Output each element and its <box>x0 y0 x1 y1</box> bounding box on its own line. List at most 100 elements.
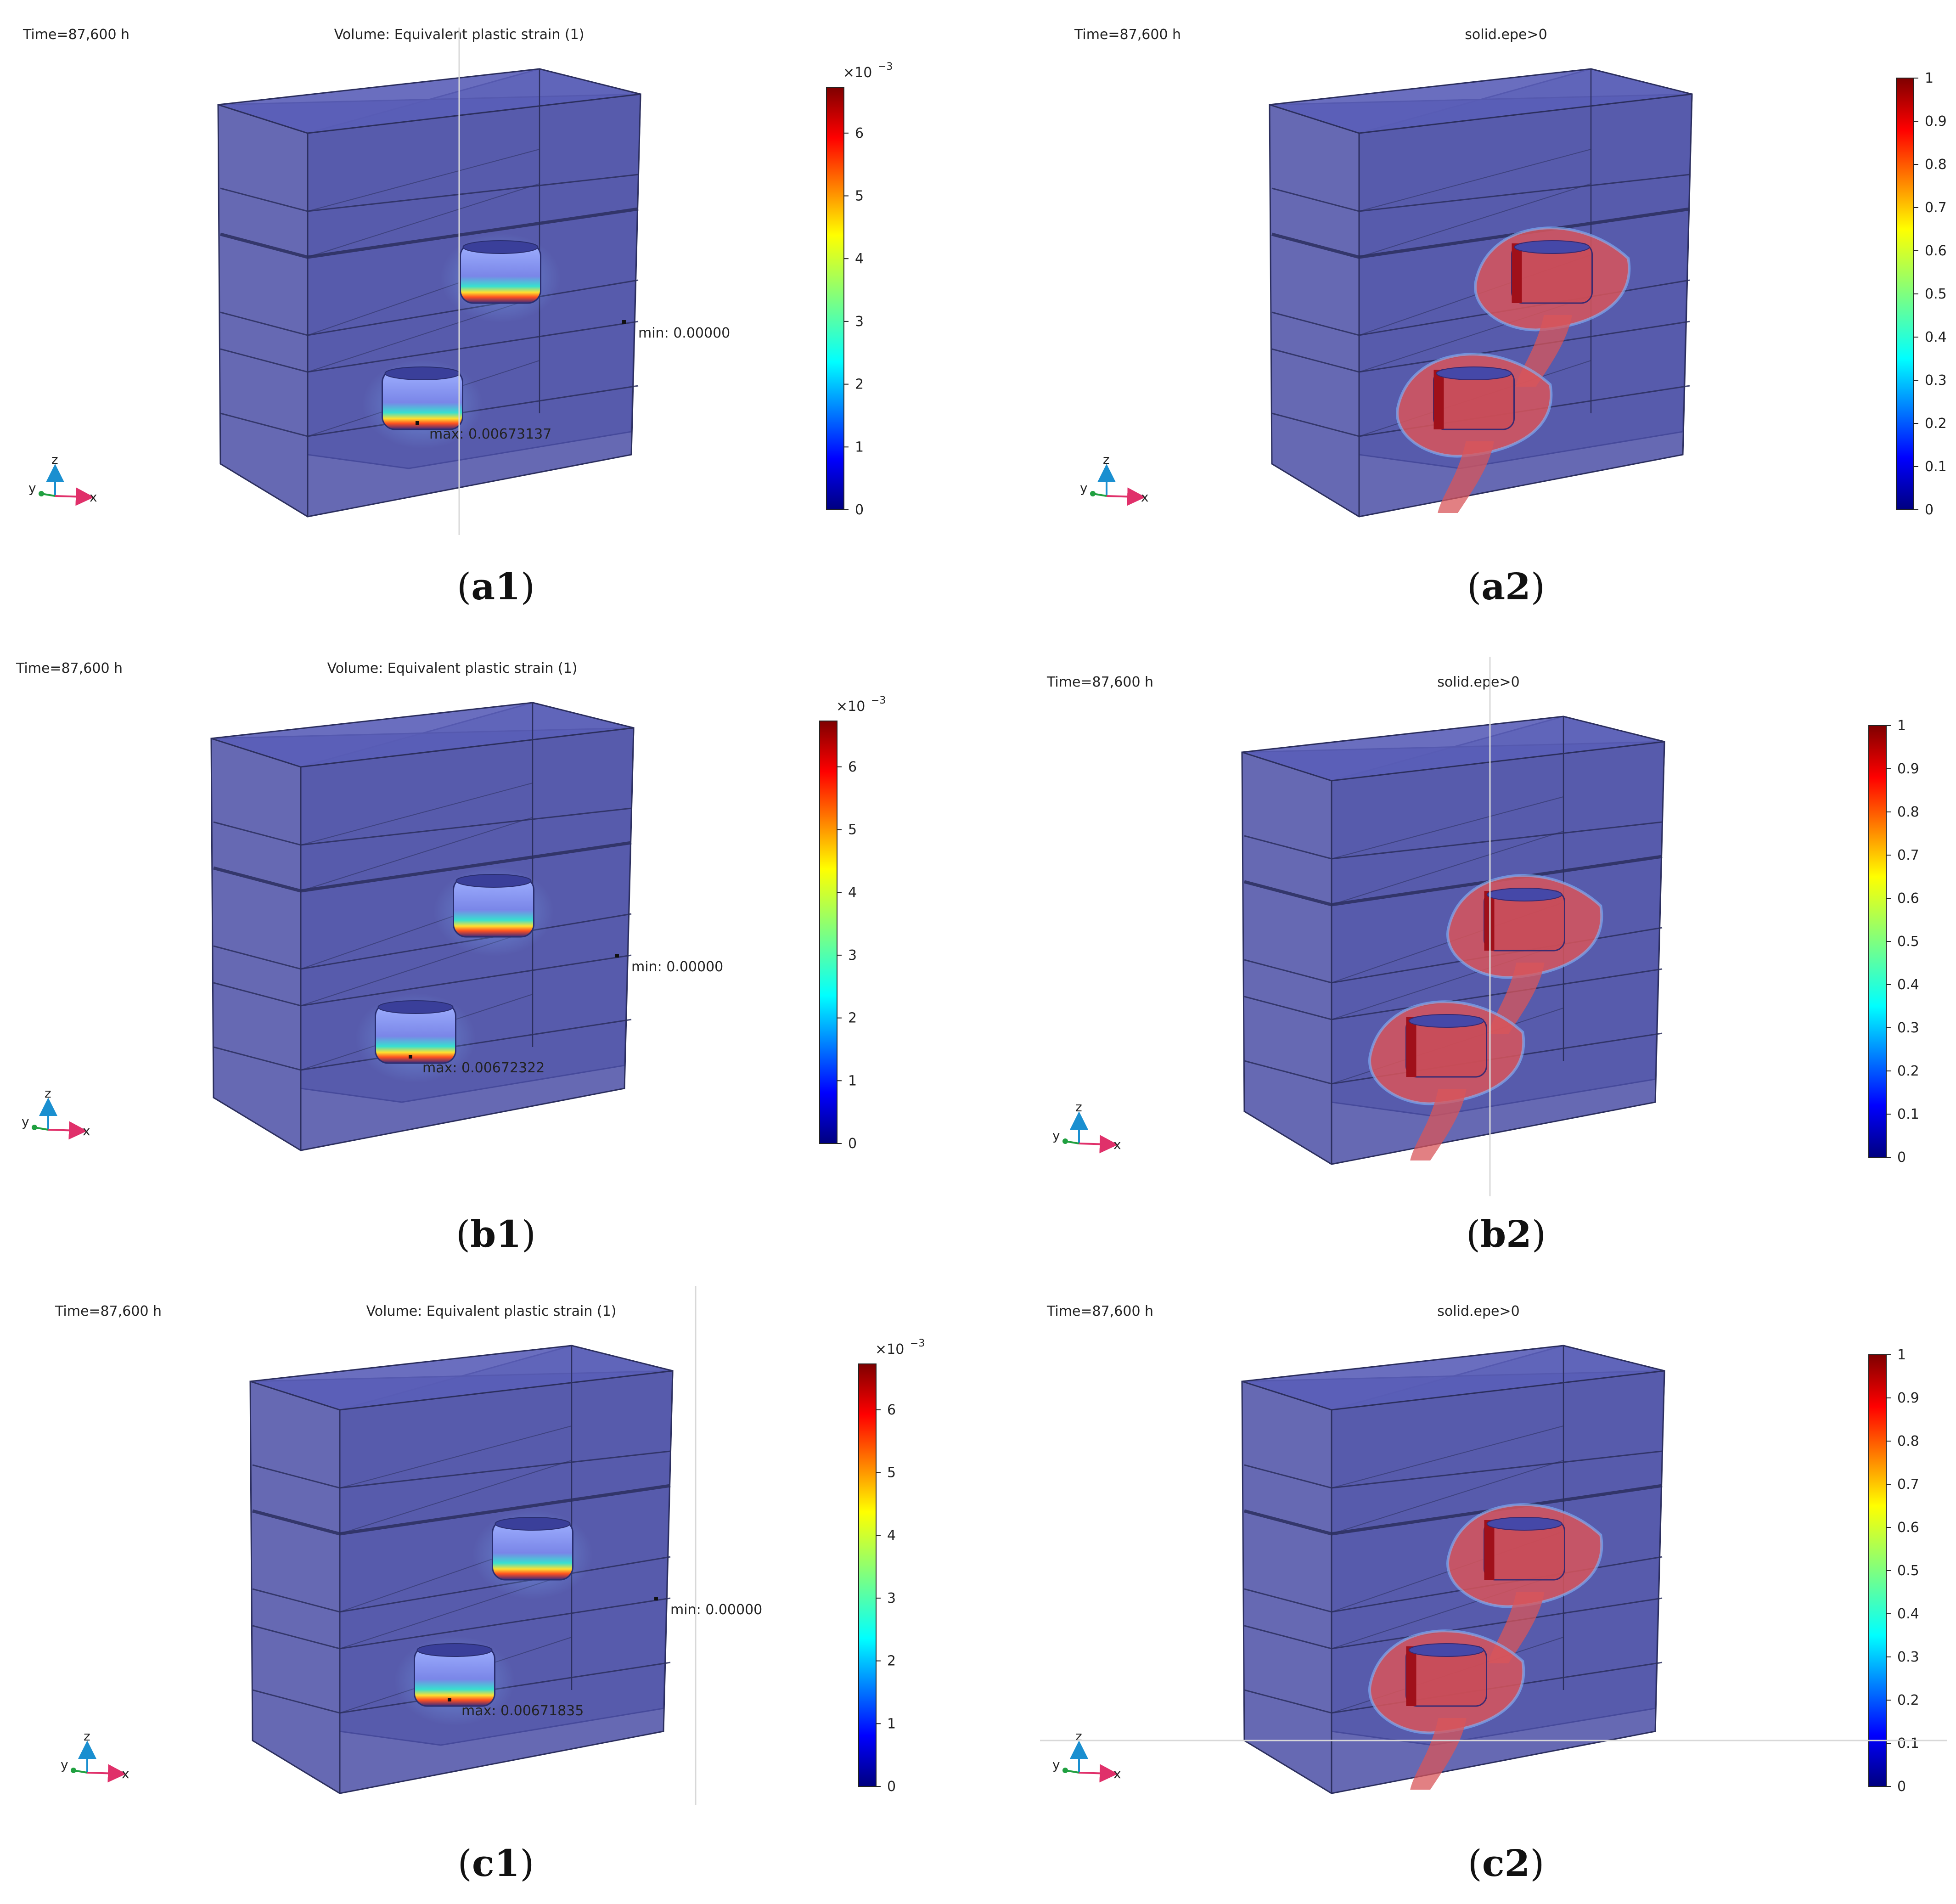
colorbar-tick-label: 0.6 <box>1897 890 1919 907</box>
time-label: Time=87,600 h <box>1046 674 1153 690</box>
time-label: Time=87,600 h <box>22 27 129 43</box>
axis-y-dot <box>1062 1768 1068 1773</box>
layer-line-back <box>1359 149 1591 212</box>
ring-top <box>1514 240 1590 254</box>
colorbar-tick-label: 0 <box>1897 1779 1906 1795</box>
colorbar-tick-label: 0.5 <box>1897 1563 1919 1579</box>
axis-triad: zy x <box>1052 1729 1121 1783</box>
colorbar-tick-label: 0.2 <box>1925 416 1947 432</box>
colorbar: 0 0.1 0.2 0.3 0.4 0.5 0.6 0.7 0.8 0.9 1 <box>1896 70 1947 518</box>
colorbar-tick-label: 0.9 <box>1897 1390 1919 1406</box>
axis-y-label: y <box>22 1114 29 1129</box>
panel-caption: (a2) <box>1467 565 1545 608</box>
layer-line-back <box>1331 831 1564 905</box>
axis-y-label: y <box>28 480 36 496</box>
colorbar-tick-label: 6 <box>848 759 857 775</box>
axis-x-label: x <box>1113 1766 1121 1781</box>
colorbar-tick-label: 0.4 <box>1897 1606 1919 1622</box>
colorbar-gradient <box>858 1363 877 1787</box>
axis-x-arrow <box>48 1121 87 1140</box>
colorbar-tick-label: 2 <box>855 377 864 393</box>
layer-line-back <box>1359 183 1591 258</box>
colorbar-tick-label: 0.5 <box>1897 934 1919 950</box>
colorbar-multiplier: ×10 <box>843 65 872 81</box>
ring-wall <box>1406 1017 1416 1077</box>
caption-letter: c2 <box>1482 1842 1530 1885</box>
colorbar-tick-label: 0.2 <box>1897 1063 1919 1079</box>
defect-upper <box>433 867 554 957</box>
ring-top <box>1436 366 1512 380</box>
colorbar-tick-label: 0.5 <box>1925 286 1947 302</box>
colorbar: 0 1 2 3 4 5 6 ×10 −3 <box>819 695 886 1152</box>
block-top-face <box>1242 1345 1665 1411</box>
max-label: max: 0.00672322 <box>422 1060 545 1076</box>
caption-paren: ) <box>1530 1842 1544 1885</box>
axis-z-label: z <box>1075 1099 1082 1115</box>
plastic-zone-tail <box>1438 441 1494 513</box>
defect-lower <box>1396 353 1553 513</box>
block-top-face <box>1242 715 1665 782</box>
colorbar-tick-label: 5 <box>887 1465 896 1481</box>
axis-y-dot <box>1090 491 1096 496</box>
ring-top <box>495 1517 571 1531</box>
layer-line-back <box>300 783 533 845</box>
axis-z-label: z <box>1103 452 1110 467</box>
colorbar-tick-label: 0 <box>1897 1149 1906 1166</box>
axis-z-label: z <box>1075 1729 1082 1744</box>
panel-c2: Time=87,600 h solid.epe>0 zy x 0 0.1 0.2 0.3 0.4… <box>1046 1303 1919 1795</box>
min-label: min: 0.00000 <box>631 959 723 975</box>
plot-title: solid.epe>0 <box>1437 1303 1519 1319</box>
colorbar-tick-label: 4 <box>855 251 864 267</box>
caption-paren: ) <box>1532 1213 1546 1256</box>
panel-caption: (b1) <box>456 1212 536 1256</box>
min-label: min: 0.00000 <box>638 325 730 341</box>
colorbar-tick-label: 0.1 <box>1925 459 1947 475</box>
defect-upper <box>1446 874 1603 1034</box>
block-front-face <box>210 727 635 1151</box>
colorbar-tick-label: 0 <box>855 502 864 518</box>
axis-y-label: y <box>1052 1128 1060 1143</box>
layer-line-back <box>339 1425 572 1488</box>
caption-paren: ) <box>521 565 535 608</box>
caption-paren: ) <box>1531 565 1545 608</box>
layer-line-back <box>307 149 540 212</box>
ring-top <box>1408 1014 1484 1028</box>
colorbar-tick-label: 1 <box>1897 718 1906 734</box>
caption-letter: c1 <box>472 1842 520 1885</box>
axis-y-dot <box>1062 1138 1068 1144</box>
colorbar: 0 1 2 3 4 5 6 ×10 −3 <box>826 61 893 518</box>
time-label: Time=87,600 h <box>55 1303 162 1319</box>
colorbar-tick-label: 3 <box>855 314 864 330</box>
colorbar-tick-label: 1 <box>848 1073 857 1089</box>
axis-triad: zyx <box>22 1086 90 1140</box>
defect-lower <box>362 359 483 449</box>
layer-line-back <box>307 183 540 258</box>
layer-line-back <box>1331 1460 1564 1534</box>
caption-paren: ( <box>1466 1213 1480 1256</box>
axis-x-arrow <box>1106 487 1146 506</box>
axis-x-arrow <box>87 1764 126 1783</box>
min-label: min: 0.00000 <box>670 1602 762 1618</box>
defect-lower <box>1368 1000 1525 1160</box>
axis-x-label: x <box>1141 490 1149 505</box>
max-marker <box>409 1055 412 1059</box>
colorbar-multiplier: ×10 <box>836 699 865 715</box>
colorbar-tick-label: 3 <box>887 1590 896 1606</box>
colorbar-tick-label: 0 <box>1925 502 1934 518</box>
axis-x-arrow <box>55 487 94 506</box>
axis-x-label: x <box>1113 1137 1121 1152</box>
colorbar-tick-label: 0.4 <box>1897 977 1919 993</box>
colorbar-tick-label: 0.2 <box>1897 1692 1919 1708</box>
layer-line-back <box>1331 796 1564 859</box>
colorbar-tick-label: 0 <box>848 1136 857 1152</box>
time-label: Time=87,600 h <box>16 660 123 676</box>
axis-y-dot <box>32 1125 37 1130</box>
colorbar-tick-label: 0.8 <box>1925 157 1947 173</box>
colorbar-tick-label: 0.8 <box>1897 1433 1919 1449</box>
axis-y-label: y <box>1052 1757 1060 1772</box>
defect-lower <box>394 1636 515 1726</box>
axis-y-dot <box>39 491 44 496</box>
colorbar-tick-label: 0.9 <box>1925 113 1947 130</box>
panel-c1: Time=87,600 h Volume: Equivalent plastic … <box>55 1303 925 1795</box>
ring-wall <box>1433 370 1444 429</box>
